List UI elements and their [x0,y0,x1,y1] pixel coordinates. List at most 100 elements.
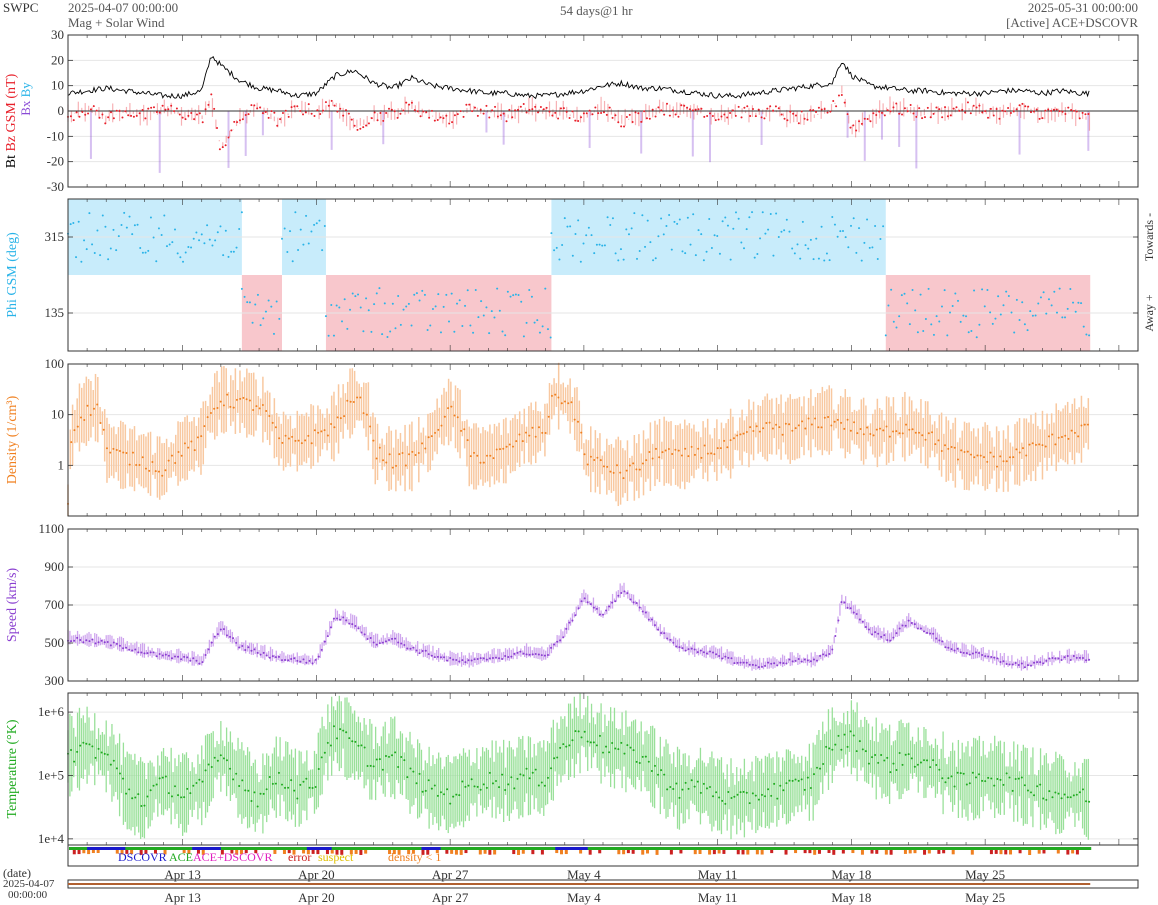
temperature-point [926,759,929,762]
temperature-point [565,745,568,748]
bz-point [124,110,127,113]
quality-flag [1009,850,1013,855]
density-point [245,398,248,401]
speed-point [681,647,684,650]
speed-point [981,654,984,657]
density-point [758,430,761,433]
density-point [862,433,865,436]
phi-point [566,225,569,228]
quality-flag [626,850,630,854]
bz-point [886,109,889,112]
quality-flag [459,850,463,855]
temperature-point [586,740,589,743]
speed-point [384,640,387,643]
bz-point [313,115,316,118]
temperature-point [195,782,198,785]
speed-point [602,613,604,616]
temperature-point [825,745,828,748]
speed-point [510,655,513,658]
temperature-point [791,779,794,782]
bz-point [496,115,499,118]
bz-point [244,114,247,117]
phi-point [686,216,689,219]
speed-point [1045,659,1048,662]
phi-point [488,332,491,335]
temperature-point [293,789,296,792]
density-point [778,426,781,429]
phi-point [625,228,628,231]
density-point [463,428,466,431]
temperature-point [174,785,176,788]
density-point [317,431,320,434]
speed-point [589,603,592,606]
temperature-point [733,795,736,798]
bz-point [121,116,124,119]
temperature-point [956,771,959,774]
density-point [703,444,706,447]
bz-point [1055,108,1058,111]
phi-point [80,260,83,263]
temperature-point [88,743,91,746]
density-point [242,396,245,399]
temperature-point [76,750,79,753]
density-point [953,446,956,449]
bz-point [594,106,597,109]
temperature-point [550,767,553,770]
phi-point [546,328,549,331]
density-point [927,432,930,435]
phi-point [601,244,604,247]
speed-point [623,590,626,593]
temperature-point [1017,777,1020,780]
temperature-point [277,771,280,774]
speed-point [1078,656,1081,659]
speed-point [433,656,436,659]
density-point [914,431,917,434]
y-tick-label: 1 [58,457,65,472]
bz-point [794,114,797,117]
bz-point [281,111,284,114]
density-point [817,426,820,429]
bz-point [901,113,904,116]
density-point [982,456,985,459]
density-point [476,454,479,457]
bz-point [150,106,153,109]
phi-point [1066,307,1069,310]
phi-point [978,323,981,326]
speed-point [155,655,158,658]
x-tick-label: May 4 [567,867,601,882]
temperature-point [950,775,953,778]
quality-flag [407,850,411,855]
phi-point [128,215,131,218]
speed-point [617,594,620,597]
x-tick-label-bottom: May 25 [965,890,1005,905]
speed-point [984,655,987,658]
speed-point [1030,664,1032,667]
speed-point [834,634,837,637]
phi-point [1055,311,1058,314]
temperature-point [1081,788,1084,791]
bz-point [921,117,924,120]
speed-point [709,650,711,653]
phi-point [585,234,588,237]
speed-point [161,654,164,657]
speed-point [696,651,699,654]
speed-point [348,622,351,625]
temperature-point [281,783,283,786]
bz-point [204,108,207,111]
bz-point [892,106,895,109]
phi-point [916,331,919,334]
density-point [1008,456,1011,459]
quality-flag [870,850,874,854]
speed-point [213,635,216,638]
temperature-point [901,763,904,766]
y-tick-label: 10 [51,78,64,93]
phi-point [96,229,99,232]
quality-flag [579,850,583,854]
density-point [628,464,631,467]
phi-point [622,258,625,261]
y-tick-label: 135 [45,305,65,320]
phi-point [579,260,582,263]
bz-point [729,111,732,114]
phi-point [617,259,620,262]
density-point [401,452,404,455]
